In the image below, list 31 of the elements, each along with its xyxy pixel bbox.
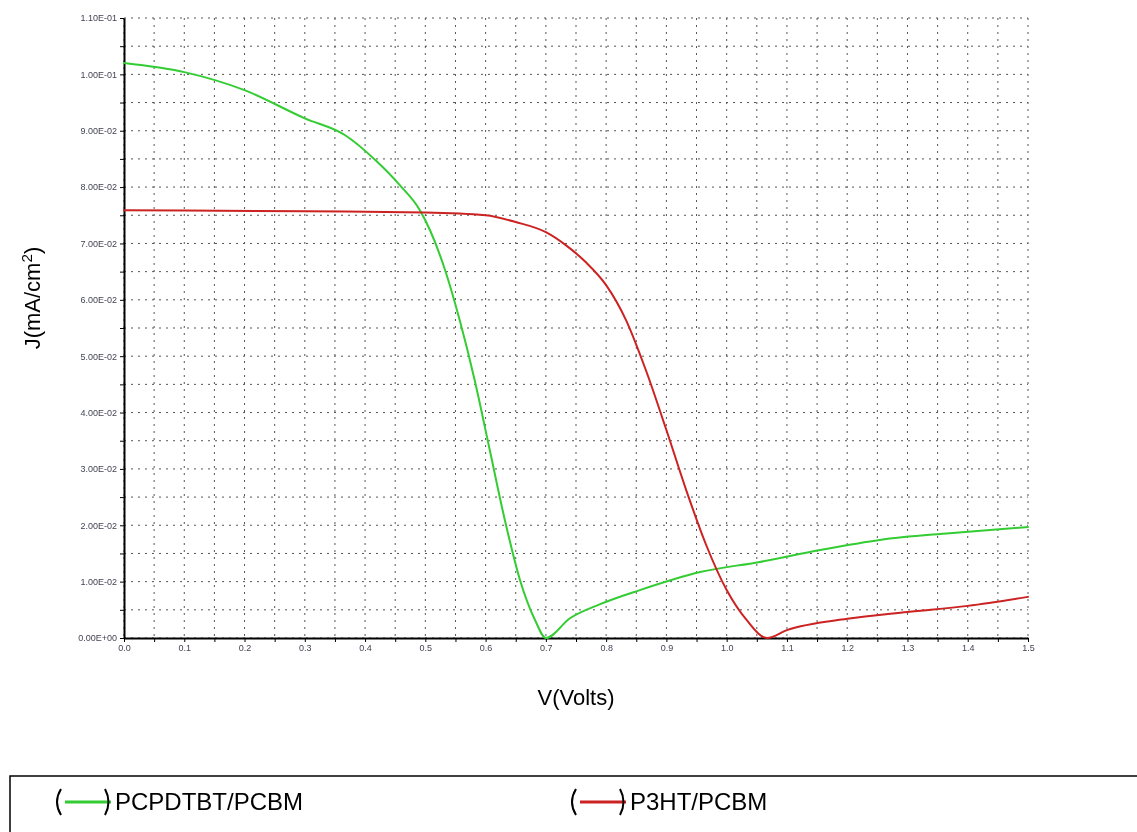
y-tick-label: 6.00E-02	[80, 295, 117, 306]
legend-label: P3HT/PCBM	[630, 788, 768, 815]
x-tick-label: 1.4	[961, 643, 975, 654]
legend-label: PCPDTBT/PCBM	[115, 788, 304, 815]
x-tick-label: 0.5	[419, 643, 433, 654]
y-tick-label: 1.00E-01	[80, 69, 117, 80]
y-tick-label: 1.00E-02	[80, 577, 117, 588]
x-tick-label: 1.5	[1022, 643, 1035, 654]
x-tick-label: 1.2	[841, 643, 854, 654]
x-tick-label: 0.9	[660, 643, 674, 654]
x-tick-label: 1.0	[720, 643, 734, 654]
x-tick-label: 0.4	[359, 643, 372, 654]
x-tick-label: 0.6	[479, 643, 493, 654]
x-tick-label: 1.3	[901, 643, 915, 654]
x-tick-label: 0.2	[238, 643, 252, 654]
y-tick-label: 1.10E-01	[80, 13, 117, 24]
y-tick-label: 2.00E-02	[80, 520, 117, 531]
y-tick-label: 3.00E-02	[80, 464, 117, 475]
x-tick-label: 0.7	[540, 643, 553, 654]
x-tick-label: 0.1	[178, 643, 192, 654]
x-axis-title: V(Volts)	[537, 685, 615, 710]
x-tick-label: 0.8	[600, 643, 613, 654]
y-tick-label: 9.00E-02	[80, 126, 117, 137]
y-tick-label: 8.00E-02	[80, 182, 117, 193]
y-tick-label: 0.00E+00	[78, 633, 117, 644]
x-tick-label: 0.3	[299, 643, 312, 654]
y-tick-label: 4.00E-02	[80, 407, 117, 418]
y-tick-label: 5.00E-02	[80, 351, 117, 362]
y-tick-label: 7.00E-02	[80, 238, 117, 249]
x-tick-label: 0.0	[118, 643, 131, 654]
x-tick-label: 1.1	[781, 643, 794, 654]
